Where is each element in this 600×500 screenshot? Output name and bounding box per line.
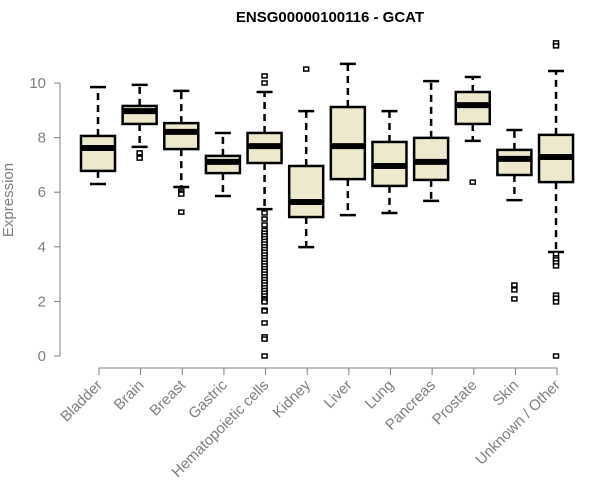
box-group (412, 79, 450, 203)
x-tick-label: Lung (362, 377, 398, 413)
box (412, 136, 450, 182)
outlier-point (302, 66, 310, 72)
outlier-point (261, 73, 268, 79)
outlier-point (511, 282, 518, 288)
box-group (204, 131, 242, 198)
outlier-point (261, 210, 268, 216)
outlier-point (261, 299, 268, 305)
y-axis: 0 2 4 6 8 10 (29, 75, 61, 365)
x-tick-label: Kidney (270, 376, 315, 421)
y-tick-label: 8 (38, 130, 46, 147)
outlier-point (469, 179, 477, 185)
y-tick-label: 4 (38, 239, 46, 256)
outlier-point (261, 222, 268, 228)
box-group (163, 89, 200, 215)
chart-title: ENSG00000100116 - GCAT (236, 9, 424, 26)
outlier-point (261, 308, 268, 314)
box-group (329, 62, 367, 217)
outlier-point (511, 296, 518, 302)
box-group (537, 40, 575, 359)
x-tick-label: Bladder (57, 377, 106, 426)
y-tick-label: 6 (38, 184, 46, 201)
box (163, 121, 200, 151)
boxes (79, 40, 575, 359)
y-tick-label: 10 (29, 75, 46, 92)
outlier-point (261, 320, 268, 326)
x-tick-label: Skin (490, 377, 523, 410)
x-tick-label: Breast (146, 376, 189, 419)
box-group (79, 85, 117, 186)
box-group (287, 66, 325, 249)
box-group (496, 128, 533, 302)
outlier-point (552, 43, 560, 49)
outlier-point (552, 263, 560, 269)
outlier-point (261, 216, 268, 222)
outlier-point (261, 80, 268, 86)
box-group (371, 109, 408, 215)
outlier-point (178, 209, 185, 215)
outlier-point (178, 191, 185, 197)
y-tick-label: 2 (38, 293, 46, 310)
x-tick-label: Brain (111, 377, 148, 414)
outlier-point (261, 336, 268, 342)
y-axis-title: Expression (0, 163, 17, 237)
x-tick-label: Prostate (429, 377, 481, 429)
box-group (246, 73, 283, 359)
outlier-point (552, 353, 560, 359)
outlier-point (511, 287, 518, 293)
y-tick-label: 0 (38, 348, 46, 365)
box (496, 148, 533, 177)
outlier-point (136, 155, 143, 161)
box (79, 134, 117, 173)
outlier-point (136, 150, 143, 156)
outlier-point (261, 353, 268, 359)
box (287, 164, 325, 219)
box-group (121, 83, 158, 161)
outlier-point (552, 299, 560, 305)
box (329, 105, 367, 181)
x-tick-label: Liver (321, 377, 356, 412)
box-group (454, 75, 492, 185)
